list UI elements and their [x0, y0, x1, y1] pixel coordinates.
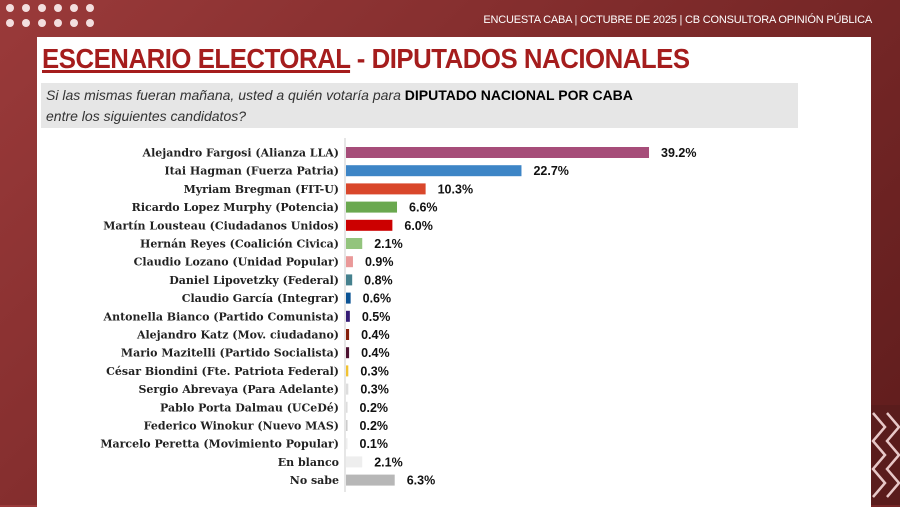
- bar: [346, 347, 350, 359]
- data-label: 6.6%: [409, 201, 438, 215]
- survey-header: ENCUESTA CABA | OCTUBRE DE 2025 | CB CON…: [483, 14, 872, 26]
- bar: [346, 238, 363, 249]
- category-label: Claudio Lozano (Unidad Popular): [134, 256, 339, 269]
- content-panel: ESCENARIO ELECTORAL - DIPUTADOS NACIONAL…: [37, 37, 871, 507]
- title-main: ESCENARIO ELECTORAL: [42, 43, 351, 74]
- data-label: 0.2%: [360, 401, 389, 415]
- category-label: No sabe: [290, 474, 339, 487]
- bar: [346, 383, 349, 395]
- question-box: Si las mismas fueran mañana, usted a qui…: [41, 83, 798, 128]
- category-label: Alejandro Fargosi (Alianza LLA): [142, 147, 339, 160]
- data-label: 22.7%: [533, 164, 568, 178]
- bar: [346, 147, 650, 158]
- bar: [346, 365, 349, 377]
- question-text-2: entre los siguientes candidatos?: [46, 108, 247, 124]
- data-label: 0.3%: [360, 364, 389, 378]
- title-rest: - DIPUTADOS NACIONALES: [350, 43, 690, 74]
- data-label: 10.3%: [438, 182, 473, 196]
- bar: [346, 420, 348, 431]
- category-label: Mario Mazitelli (Partido Socialista): [121, 347, 339, 360]
- category-label: Sergio Abrevaya (Para Adelante): [138, 383, 339, 396]
- data-label: 6.0%: [404, 219, 433, 233]
- category-label: En blanco: [278, 456, 339, 469]
- data-label: 0.2%: [360, 419, 389, 433]
- category-label: Pablo Porta Dalmau (UCeDé): [160, 401, 339, 414]
- data-label: 6.3%: [407, 474, 436, 488]
- bar: [346, 438, 348, 450]
- category-label: Federico Winokur (Nuevo MAS): [144, 420, 339, 433]
- question-bold: DIPUTADO NACIONAL POR CABA: [404, 87, 633, 103]
- bar: [346, 274, 353, 286]
- data-label: 0.6%: [363, 292, 392, 306]
- data-label: 0.5%: [362, 310, 391, 324]
- category-label: Marcelo Peretta (Movimiento Popular): [100, 438, 339, 451]
- data-label: 0.9%: [365, 255, 394, 269]
- data-label: 2.1%: [374, 237, 403, 251]
- data-label: 0.3%: [360, 383, 389, 397]
- category-label: Itai Hagman (Fuerza Patria): [165, 165, 339, 178]
- page-title: ESCENARIO ELECTORAL - DIPUTADOS NACIONAL…: [42, 43, 690, 75]
- data-label: 39.2%: [661, 146, 696, 160]
- category-label: César Biondini (Fte. Patriota Federal): [106, 365, 339, 378]
- bar: [346, 329, 350, 340]
- bar: [346, 201, 398, 213]
- category-label: Antonella Bianco (Partido Comunista): [103, 310, 339, 323]
- bar: [346, 456, 363, 468]
- data-label: 0.8%: [364, 273, 393, 287]
- category-label: Claudio García (Integrar): [182, 292, 339, 305]
- data-label: 2.1%: [374, 455, 403, 469]
- data-label: 0.1%: [360, 437, 389, 451]
- bar: [346, 256, 353, 268]
- category-label: Ricardo Lopez Murphy (Potencia): [132, 201, 339, 214]
- bar: [346, 310, 350, 322]
- bar: [346, 292, 351, 304]
- data-label: 0.4%: [361, 346, 390, 360]
- decorative-dots: [6, 4, 96, 27]
- data-label: 0.4%: [361, 328, 390, 342]
- bar: [346, 401, 348, 413]
- zigzag-decoration: [871, 405, 900, 505]
- category-label: Martín Lousteau (Ciudadanos Unidos): [103, 219, 339, 232]
- bar: [346, 219, 393, 231]
- bar: [346, 183, 426, 195]
- bar: [346, 474, 395, 486]
- category-label: Daniel Lipovetzky (Federal): [169, 274, 339, 287]
- bar: [346, 165, 522, 177]
- category-label: Hernán Reyes (Coalición Civica): [140, 238, 339, 251]
- question-text: Si las mismas fueran mañana, usted a qui…: [46, 87, 405, 103]
- category-label: Myriam Bregman (FIT-U): [184, 183, 339, 196]
- category-label: Alejandro Katz (Mov. ciudadano): [136, 329, 339, 342]
